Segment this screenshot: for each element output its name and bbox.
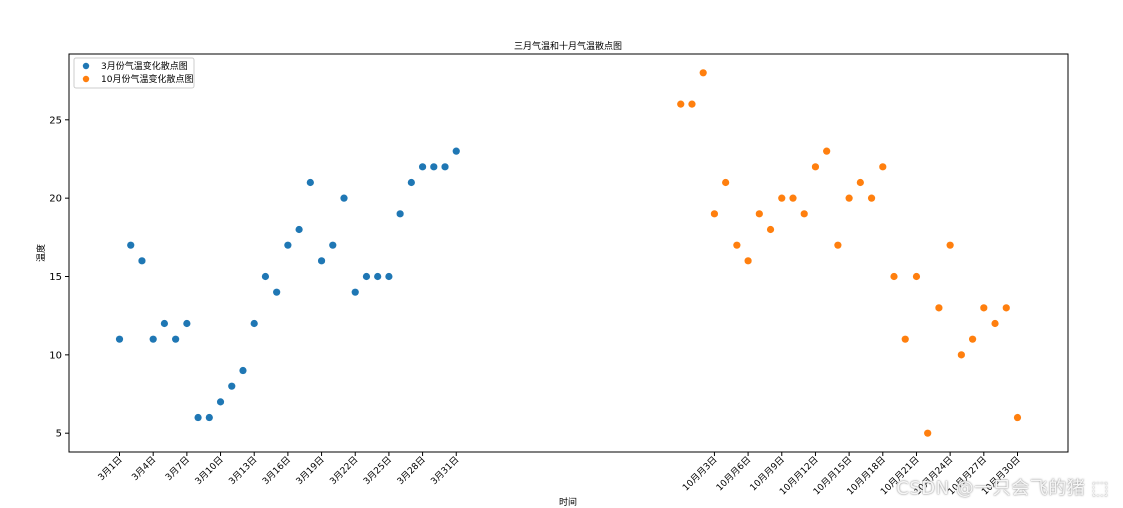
october-point	[924, 429, 932, 437]
october-point	[811, 163, 820, 171]
march-point	[385, 272, 393, 281]
october-point	[935, 304, 943, 312]
plot-area: 5 10 15 20 25 3月1日 3月4日 3月7日 3月10日 3月13日 3月16日 3月19…	[49, 53, 1069, 497]
march-point	[340, 194, 348, 202]
march-point	[149, 335, 157, 343]
october-point	[699, 69, 707, 77]
october-point	[800, 210, 808, 218]
x-tick-label: 3月22日	[328, 454, 361, 487]
plot-frame	[68, 53, 1069, 453]
march-point	[160, 319, 169, 328]
x-tick-label: 3月10日	[193, 454, 226, 487]
march-point	[441, 163, 449, 171]
march-point	[228, 382, 236, 390]
x-axis-label: 时间	[559, 496, 577, 508]
october-point	[845, 194, 853, 202]
october-point	[879, 163, 887, 171]
y-tick-label: 20	[49, 194, 62, 205]
march-point	[250, 319, 258, 328]
october-point	[834, 241, 842, 249]
october-point	[1002, 304, 1010, 312]
march-point	[452, 147, 460, 155]
october-point	[968, 335, 977, 343]
legend-marker	[82, 75, 90, 83]
october-point	[946, 241, 954, 249]
march-point	[273, 288, 281, 296]
march-point	[172, 335, 180, 343]
x-tick-label: 3月7日	[163, 454, 192, 483]
y-tick-label: 5	[56, 429, 62, 440]
october-point	[823, 147, 831, 155]
october-point	[957, 351, 965, 359]
march-point	[239, 366, 247, 375]
march-point	[396, 210, 404, 218]
march-point	[194, 413, 202, 422]
march-point	[284, 241, 292, 249]
march-point	[306, 178, 314, 187]
october-point	[722, 178, 730, 187]
october-point	[991, 319, 999, 328]
october-point	[912, 272, 921, 281]
october-point	[766, 225, 775, 234]
legend-label: 3月份气温变化散点图	[101, 60, 188, 72]
x-tick-label: 3月16日	[260, 454, 293, 487]
x-tick-label: 10月月3日	[681, 454, 720, 493]
october-point	[744, 257, 752, 265]
october-point	[710, 210, 719, 218]
march-point	[374, 272, 382, 281]
march-point	[295, 225, 303, 234]
march-point	[362, 272, 371, 281]
x-tick-label: 3月25日	[361, 454, 394, 487]
x-tick-label: 3月4日	[130, 454, 159, 483]
chart-title: 三月气温和十月气温散点图	[514, 40, 622, 52]
legend-marker	[82, 62, 90, 70]
march-point	[418, 163, 427, 171]
march-point	[430, 163, 438, 171]
march-point	[183, 319, 191, 328]
march-point	[317, 257, 326, 265]
march-point	[351, 288, 359, 296]
x-tick-label: 10月月6日	[714, 454, 753, 493]
october-point	[980, 304, 988, 312]
y-tick-label: 15	[49, 272, 62, 283]
march-point	[115, 335, 124, 343]
march-point	[261, 272, 270, 281]
march-point	[138, 257, 146, 265]
x-tick-label: 3月19日	[294, 454, 327, 487]
y-tick-label: 25	[49, 115, 62, 126]
x-tick-label: 3月31日	[429, 454, 462, 487]
october-point	[890, 272, 898, 281]
y-axis-label: 温度	[35, 244, 47, 262]
x-tick-label: 3月1日	[96, 454, 125, 483]
march-point	[205, 413, 213, 422]
october-point	[677, 100, 685, 108]
legend-box	[73, 57, 195, 89]
march-point	[216, 398, 225, 406]
march-point	[407, 178, 415, 187]
october-point	[856, 178, 864, 187]
x-tick-label: 3月13日	[227, 454, 260, 487]
watermark: CSDN @一只会飞的猪 ⬚	[896, 478, 1109, 499]
october-point	[901, 335, 909, 343]
march-point	[127, 241, 135, 249]
october-point	[789, 194, 797, 202]
october-point	[755, 210, 763, 218]
october-point	[733, 241, 741, 249]
x-tick-label: 3月28日	[395, 454, 428, 487]
y-tick-label: 10	[49, 350, 62, 361]
october-point	[867, 194, 876, 202]
october-point	[778, 194, 786, 202]
legend-label: 10月份气温变化散点图	[101, 73, 193, 85]
march-point	[329, 241, 337, 249]
october-point	[688, 100, 696, 108]
october-point	[1013, 413, 1022, 422]
